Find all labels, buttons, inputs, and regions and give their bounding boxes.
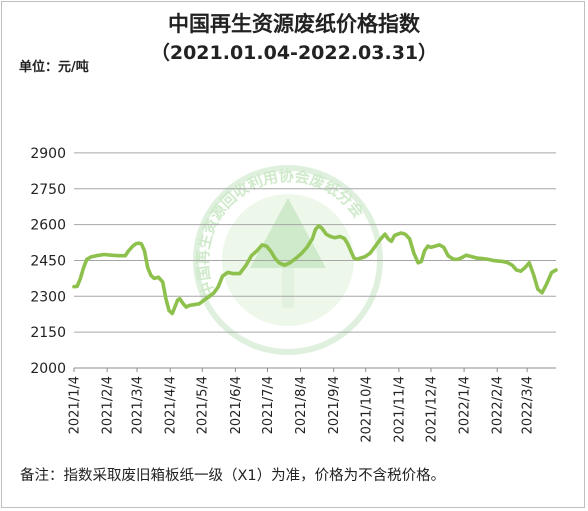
y-tick-label: 2300 bbox=[30, 289, 66, 305]
chart-title: 中国再生资源废纸价格指数 bbox=[168, 12, 420, 36]
watermark: 中国再生资源回收利用协会废纸分会 bbox=[193, 165, 383, 355]
watermark-trunk bbox=[282, 268, 294, 308]
gridlines bbox=[74, 152, 556, 369]
x-tick-label: 2021/12/4 bbox=[424, 376, 439, 443]
x-tick-label: 2021/5/4 bbox=[196, 376, 211, 434]
x-tick-label: 2021/6/4 bbox=[229, 376, 244, 434]
x-tick-label: 2021/7/4 bbox=[261, 376, 276, 434]
x-tick-label: 2021/3/4 bbox=[131, 376, 146, 434]
x-tick-label: 2022/1/4 bbox=[458, 376, 473, 434]
x-tick-label: 2021/1/4 bbox=[68, 376, 83, 434]
series-line bbox=[72, 224, 558, 316]
y-tick-label: 2750 bbox=[30, 182, 66, 198]
x-tick-label: 2021/10/4 bbox=[359, 376, 374, 443]
y-tick-label: 2150 bbox=[30, 325, 66, 341]
y-tick-label: 2450 bbox=[30, 253, 66, 269]
x-tick-label: 2022/2/4 bbox=[491, 376, 506, 434]
x-axis-labels: 2021/1/4 2021/2/4 2021/3/4 2021/4/4 2021/5/4… bbox=[68, 368, 536, 443]
x-tick-label: 2022/3/4 bbox=[521, 376, 536, 434]
x-tick-label: 2021/4/4 bbox=[164, 376, 179, 434]
chart-subtitle: （2021.01.04-2022.03.31） bbox=[150, 42, 438, 64]
y-tick-label: 2600 bbox=[30, 218, 66, 234]
y-tick-label: 2000 bbox=[30, 361, 66, 377]
y-axis-labels: 2000 2150 2300 2450 2600 2750 2900 bbox=[30, 146, 66, 377]
unit-label: 单位：元/吨 bbox=[19, 60, 89, 75]
x-tick-label: 2021/8/4 bbox=[294, 376, 309, 434]
y-tick-label: 2900 bbox=[30, 146, 66, 162]
x-tick-label: 2021/2/4 bbox=[101, 376, 116, 434]
x-tick-label: 2021/9/4 bbox=[327, 376, 342, 434]
footnote: 备注：指数采取废旧箱板纸一级（X1）为准，价格为不含税价格。 bbox=[20, 468, 446, 484]
x-tick-label: 2021/11/4 bbox=[392, 376, 407, 443]
